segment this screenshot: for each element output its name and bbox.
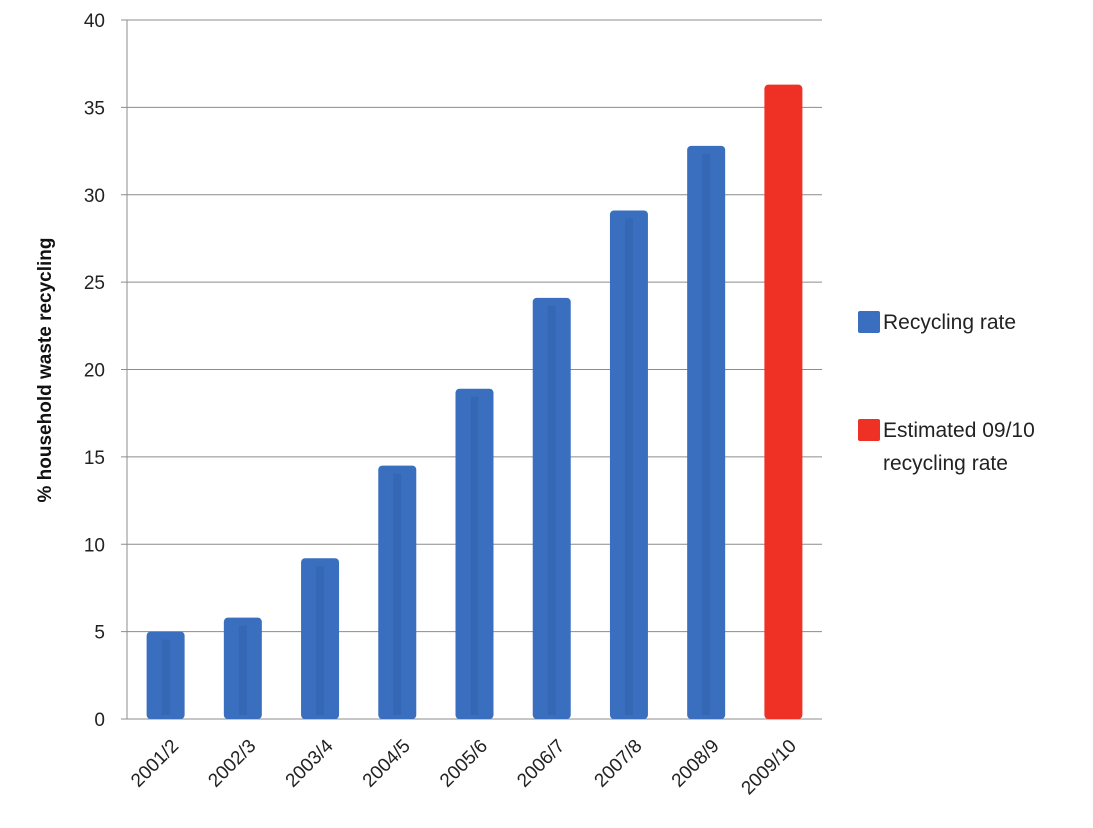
x-tick-label: 2004/5 bbox=[359, 736, 415, 792]
bar-2009-10 bbox=[764, 84, 803, 720]
y-tick-label: 35 bbox=[84, 98, 105, 119]
x-tick-label: 2001/2 bbox=[127, 736, 183, 792]
y-tick-label: 25 bbox=[84, 273, 105, 294]
legend-label: Estimated 09/10 bbox=[883, 419, 1035, 442]
bar-shading bbox=[547, 305, 556, 715]
y-tick-label: 5 bbox=[94, 623, 105, 644]
x-tick-label: 2007/8 bbox=[591, 736, 647, 792]
bar-shading bbox=[624, 218, 633, 716]
x-tick: 2006/7 bbox=[513, 736, 569, 792]
bar-2002-3 bbox=[223, 617, 262, 719]
x-tick: 2001/2 bbox=[127, 736, 183, 792]
y-axis-title: % household waste recycling bbox=[35, 237, 56, 502]
bar-2005-6 bbox=[455, 388, 494, 719]
x-tick-label: 2009/10 bbox=[738, 736, 801, 799]
y-tick-label: 15 bbox=[84, 448, 105, 469]
x-tick: 2004/5 bbox=[359, 736, 415, 792]
bar-shading bbox=[470, 396, 479, 715]
x-tick-label: 2005/6 bbox=[436, 736, 492, 792]
bars bbox=[146, 84, 803, 720]
x-tick-label: 2008/9 bbox=[668, 736, 724, 792]
bar-2006-7 bbox=[532, 297, 571, 719]
y-tick-label: 30 bbox=[84, 186, 105, 207]
bar-shading bbox=[316, 566, 325, 715]
y-tick-label: 40 bbox=[84, 11, 105, 32]
legend-swatch bbox=[858, 419, 880, 441]
x-tick-label: 2003/4 bbox=[282, 735, 338, 791]
x-axis-ticks: 2001/2 2002/3 2003/4 2004/5 2005/6 2006/7 2007… bbox=[127, 735, 801, 799]
bar-shading bbox=[702, 153, 711, 715]
legend-label: recycling rate bbox=[883, 452, 1008, 475]
bar-2008-9 bbox=[687, 145, 726, 719]
y-axis-ticks: 0 5 10 15 20 25 30 35 40 bbox=[84, 11, 127, 731]
bar-2004-5 bbox=[378, 465, 417, 719]
legend-swatch bbox=[858, 311, 880, 333]
x-tick: 2008/9 bbox=[668, 736, 724, 792]
y-tick-label: 0 bbox=[94, 710, 105, 731]
x-tick: 2005/6 bbox=[436, 736, 492, 792]
x-tick-label: 2006/7 bbox=[513, 736, 569, 792]
y-tick-label: 20 bbox=[84, 361, 105, 382]
x-tick: 2009/10 bbox=[738, 736, 801, 799]
x-tick: 2002/3 bbox=[204, 736, 260, 792]
legend-label: Recycling rate bbox=[883, 311, 1016, 334]
bar-2007-8 bbox=[609, 210, 648, 720]
x-tick: 2007/8 bbox=[591, 736, 647, 792]
x-tick-label: 2002/3 bbox=[204, 736, 260, 792]
bar-shading bbox=[161, 639, 170, 715]
bar-2001-2 bbox=[146, 631, 185, 719]
legend: Recycling rate Estimated 09/10 recycling r… bbox=[858, 311, 1035, 475]
bar-shading bbox=[393, 473, 402, 715]
y-tick-label: 10 bbox=[84, 535, 105, 556]
x-tick: 2003/4 bbox=[282, 735, 338, 791]
bar-2003-4 bbox=[301, 558, 340, 719]
bar-shading bbox=[238, 625, 247, 715]
